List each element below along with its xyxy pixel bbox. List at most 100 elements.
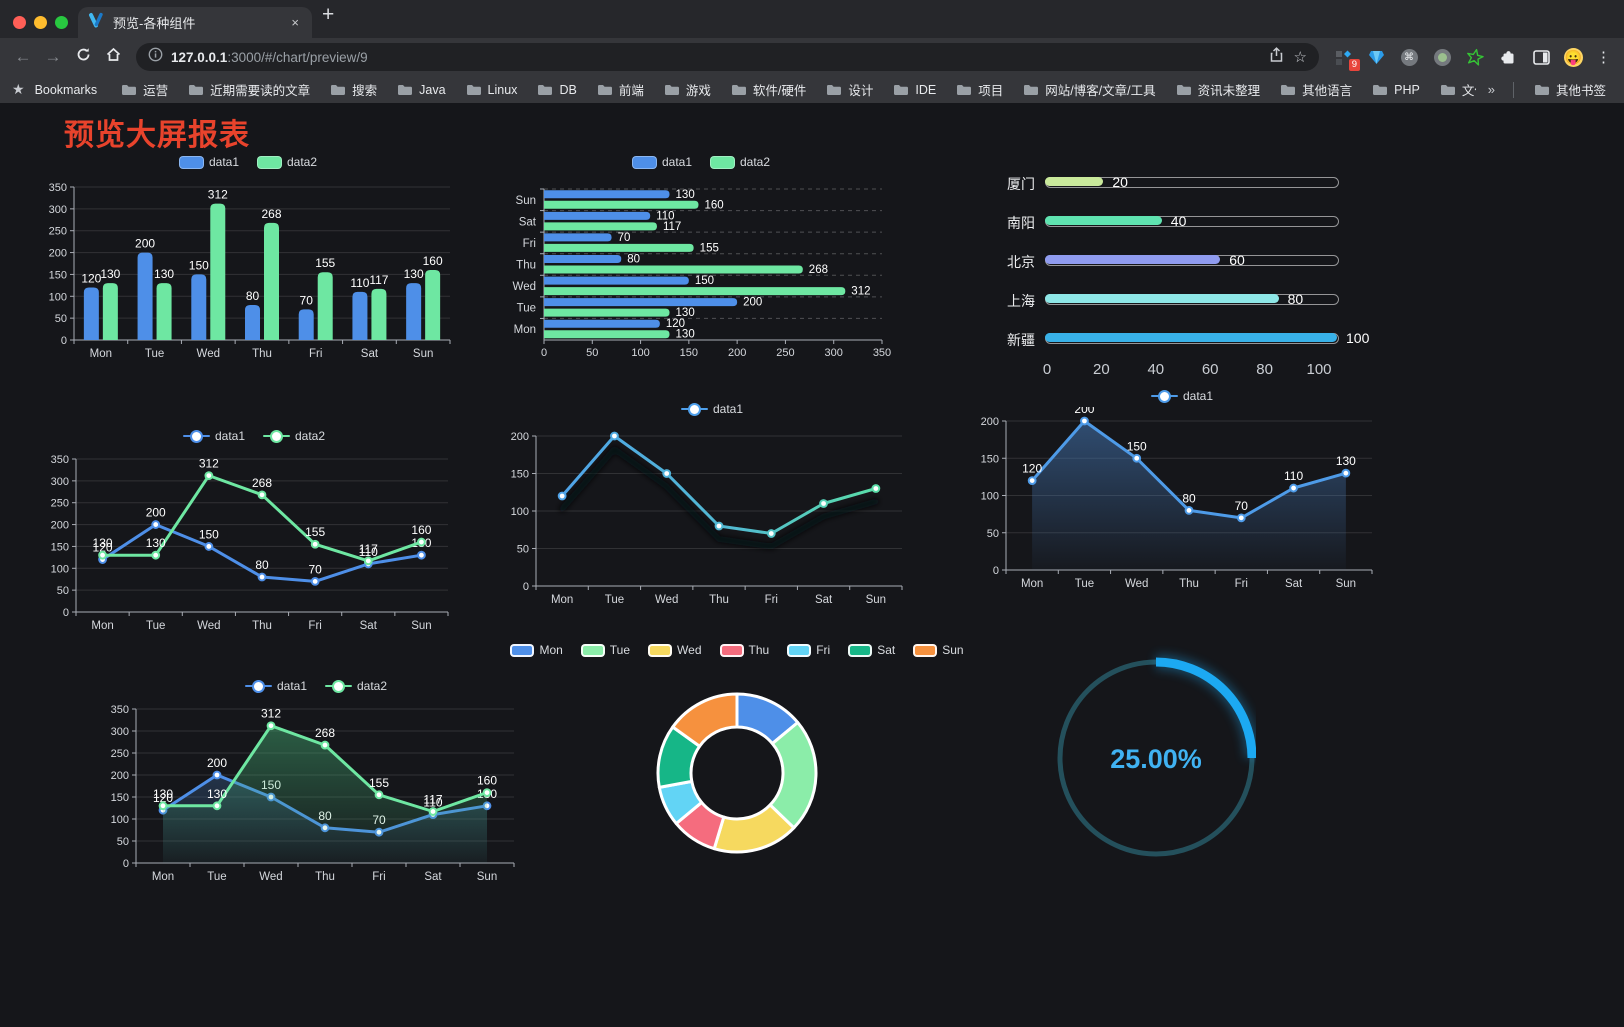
extension-grid-icon[interactable]: 9 xyxy=(1333,47,1360,71)
home-icon[interactable] xyxy=(98,46,128,68)
progress-axis-tick: 60 xyxy=(1201,361,1219,378)
legend-item[interactable]: data2 xyxy=(325,679,387,694)
bookmark-folder[interactable]: 游戏 xyxy=(658,78,717,101)
bookmarks-bar: ★ Bookmarks 运营 近期需要读的文章 搜索 Java Linux DB 前端 游戏软… xyxy=(0,76,1624,103)
command-circle-extension-icon[interactable]: ⌘ xyxy=(1399,47,1419,67)
dashboard-page: 预览大屏报表 data1 data2 0 50 100 150 200 250 300 350 Mo… xyxy=(0,103,1624,1027)
svg-text:Thu: Thu xyxy=(709,594,729,606)
other-bookmarks-folder[interactable]: 其他书签 xyxy=(1528,78,1612,101)
bookmark-folder[interactable]: 其他语言 xyxy=(1274,78,1358,101)
legend-item[interactable]: data1 xyxy=(182,429,245,444)
bookmark-folder[interactable]: 网站/博客/文章/工具 xyxy=(1017,78,1161,101)
site-info-icon[interactable] xyxy=(148,47,163,67)
tab-close-icon[interactable]: × xyxy=(291,15,299,30)
svg-text:80: 80 xyxy=(255,558,269,572)
legend-item[interactable]: data2 xyxy=(710,155,770,169)
svg-text:0: 0 xyxy=(63,607,69,619)
svg-text:130: 130 xyxy=(207,787,227,801)
reload-icon[interactable] xyxy=(68,46,98,68)
chart-gradient-line[interactable]: data1 0 50 100 150 200 Mon Tue Wed Thu Fri Sat Sun xyxy=(490,398,934,618)
bookmarks-star-icon[interactable]: ★ xyxy=(12,81,25,97)
legend-item[interactable]: Wed xyxy=(648,643,702,657)
profile-avatar[interactable]: 😛 xyxy=(1564,47,1583,67)
bookmark-folder[interactable]: IDE xyxy=(887,81,942,99)
gauge-svg: 25.00% xyxy=(1057,654,1260,857)
bookmark-folder[interactable]: 文件服务器 xyxy=(1434,78,1476,101)
legend-item[interactable]: data1 xyxy=(1150,389,1213,404)
svg-text:350: 350 xyxy=(873,347,891,359)
share-icon[interactable] xyxy=(1269,47,1284,67)
svg-text:350: 350 xyxy=(49,182,67,194)
two-line-svg: 0 50 100 150 200 250 300 350 Mon Tue Wed Thu Fri Sat S… xyxy=(51,454,449,632)
chart-two-lines[interactable]: data1 data2 0 50 100 150 200 250 300 350 Mon Tue Wed… xyxy=(36,425,472,643)
bookmarks-label[interactable]: Bookmarks xyxy=(34,82,98,97)
forward-icon[interactable]: → xyxy=(44,47,62,66)
legend-item[interactable]: Thu xyxy=(719,643,769,657)
address-bar[interactable]: 127.0.0.1 :3000/#/chart/preview/9 ☆ xyxy=(136,43,1319,71)
back-icon[interactable]: ← xyxy=(14,47,32,66)
legend-item[interactable]: Tue xyxy=(580,643,630,657)
grouped-bar-svg: 0 50 100 150 200 250 300 350 Mon Tue Wed Thu Fri Sat S… xyxy=(49,182,451,360)
kebab-menu-icon[interactable]: ⋮ xyxy=(1596,49,1611,66)
svg-text:Sat: Sat xyxy=(519,216,537,228)
bookmarks-overflow-chevron[interactable]: » xyxy=(1487,82,1495,97)
svg-text:200: 200 xyxy=(135,237,155,251)
side-panel-icon[interactable] xyxy=(1531,47,1551,67)
folder-icon xyxy=(1534,84,1549,95)
green-star-extension-icon[interactable] xyxy=(1465,47,1485,67)
svg-text:0: 0 xyxy=(993,565,999,577)
legend-item[interactable]: Sat xyxy=(848,643,895,657)
chart-city-progress[interactable]: 厦门 20 南阳 40 北京 60 上海 80 新疆 100 0 20 40 60 80 100 xyxy=(993,155,1385,390)
svg-text:250: 250 xyxy=(49,226,67,238)
bookmark-folder[interactable]: 软件/硬件 xyxy=(725,78,812,101)
svg-text:100: 100 xyxy=(111,814,129,826)
chart-grouped-bar[interactable]: data1 data2 0 50 100 150 200 250 300 350 Mon Tue Wed… xyxy=(38,151,458,369)
chart-area-line[interactable]: data1 0 50 100 150 200 Mon Tue Wed Thu Fri Sat Sun 12… xyxy=(960,385,1404,603)
svg-text:250: 250 xyxy=(776,347,794,359)
legend-item[interactable]: data1 xyxy=(244,679,307,694)
svg-text:120: 120 xyxy=(93,541,113,555)
recorder-extension-icon[interactable] xyxy=(1432,47,1452,67)
svg-text:200: 200 xyxy=(111,770,129,782)
legend-item[interactable]: data1 xyxy=(680,402,743,417)
bookmark-folder[interactable]: 近期需要读的文章 xyxy=(182,78,316,101)
bookmark-folder[interactable]: 运营 xyxy=(115,78,174,101)
legend-item[interactable]: Fri xyxy=(787,643,830,657)
close-window-button[interactable] xyxy=(13,16,26,29)
zoom-window-button[interactable] xyxy=(55,16,68,29)
svg-text:300: 300 xyxy=(111,726,129,738)
bookmark-folder[interactable]: PHP xyxy=(1366,81,1426,99)
bookmark-star-icon[interactable]: ☆ xyxy=(1293,49,1307,66)
bookmark-folder[interactable]: 前端 xyxy=(591,78,650,101)
extensions-row: 9 ⌘ 😛 ⋮ xyxy=(1327,47,1616,71)
legend-item[interactable]: data2 xyxy=(263,429,325,444)
chart-donut[interactable]: Mon Tue Wed Thu Fri Sat Sun xyxy=(510,639,964,891)
chart-legend: data1 xyxy=(960,385,1404,407)
extensions-puzzle-icon[interactable] xyxy=(1498,47,1518,67)
svg-text:Sun: Sun xyxy=(516,195,536,207)
svg-text:130: 130 xyxy=(146,536,166,550)
active-tab[interactable]: 预览-各种组件 × xyxy=(78,7,312,38)
bookmark-folder[interactable]: 资讯未整理 xyxy=(1170,78,1267,101)
bookmark-folder[interactable]: Linux xyxy=(460,81,524,99)
legend-item[interactable]: Mon xyxy=(510,643,563,657)
legend-item[interactable]: Sun xyxy=(913,643,964,657)
legend-item[interactable]: data1 xyxy=(631,155,692,169)
bookmark-folder[interactable]: 搜索 xyxy=(324,78,383,101)
chart-horizontal-bar[interactable]: data1 data2 0 50 100 150 200 250 300 350 Mon 120 130… xyxy=(504,151,898,369)
bookmark-folder[interactable]: Java xyxy=(391,81,451,99)
chart-two-area-lines[interactable]: data1 data2 0 50 100 150 200 250 300 350 Mon Tue Wed… xyxy=(94,675,538,895)
legend-item[interactable]: data1 xyxy=(178,155,239,169)
svg-text:250: 250 xyxy=(111,748,129,760)
bookmark-folder[interactable]: 设计 xyxy=(820,78,879,101)
blue-gem-extension-icon[interactable] xyxy=(1366,47,1386,67)
url-host: 127.0.0.1 xyxy=(171,49,228,65)
legend-item[interactable]: data2 xyxy=(257,155,317,169)
chart-gauge[interactable]: 25.00% xyxy=(1056,645,1260,880)
svg-text:Thu: Thu xyxy=(252,620,272,632)
bookmark-folder[interactable]: 项目 xyxy=(950,78,1009,101)
new-tab-button[interactable]: + xyxy=(322,3,335,26)
bookmark-folder[interactable]: DB xyxy=(531,81,582,99)
minimize-window-button[interactable] xyxy=(34,16,47,29)
